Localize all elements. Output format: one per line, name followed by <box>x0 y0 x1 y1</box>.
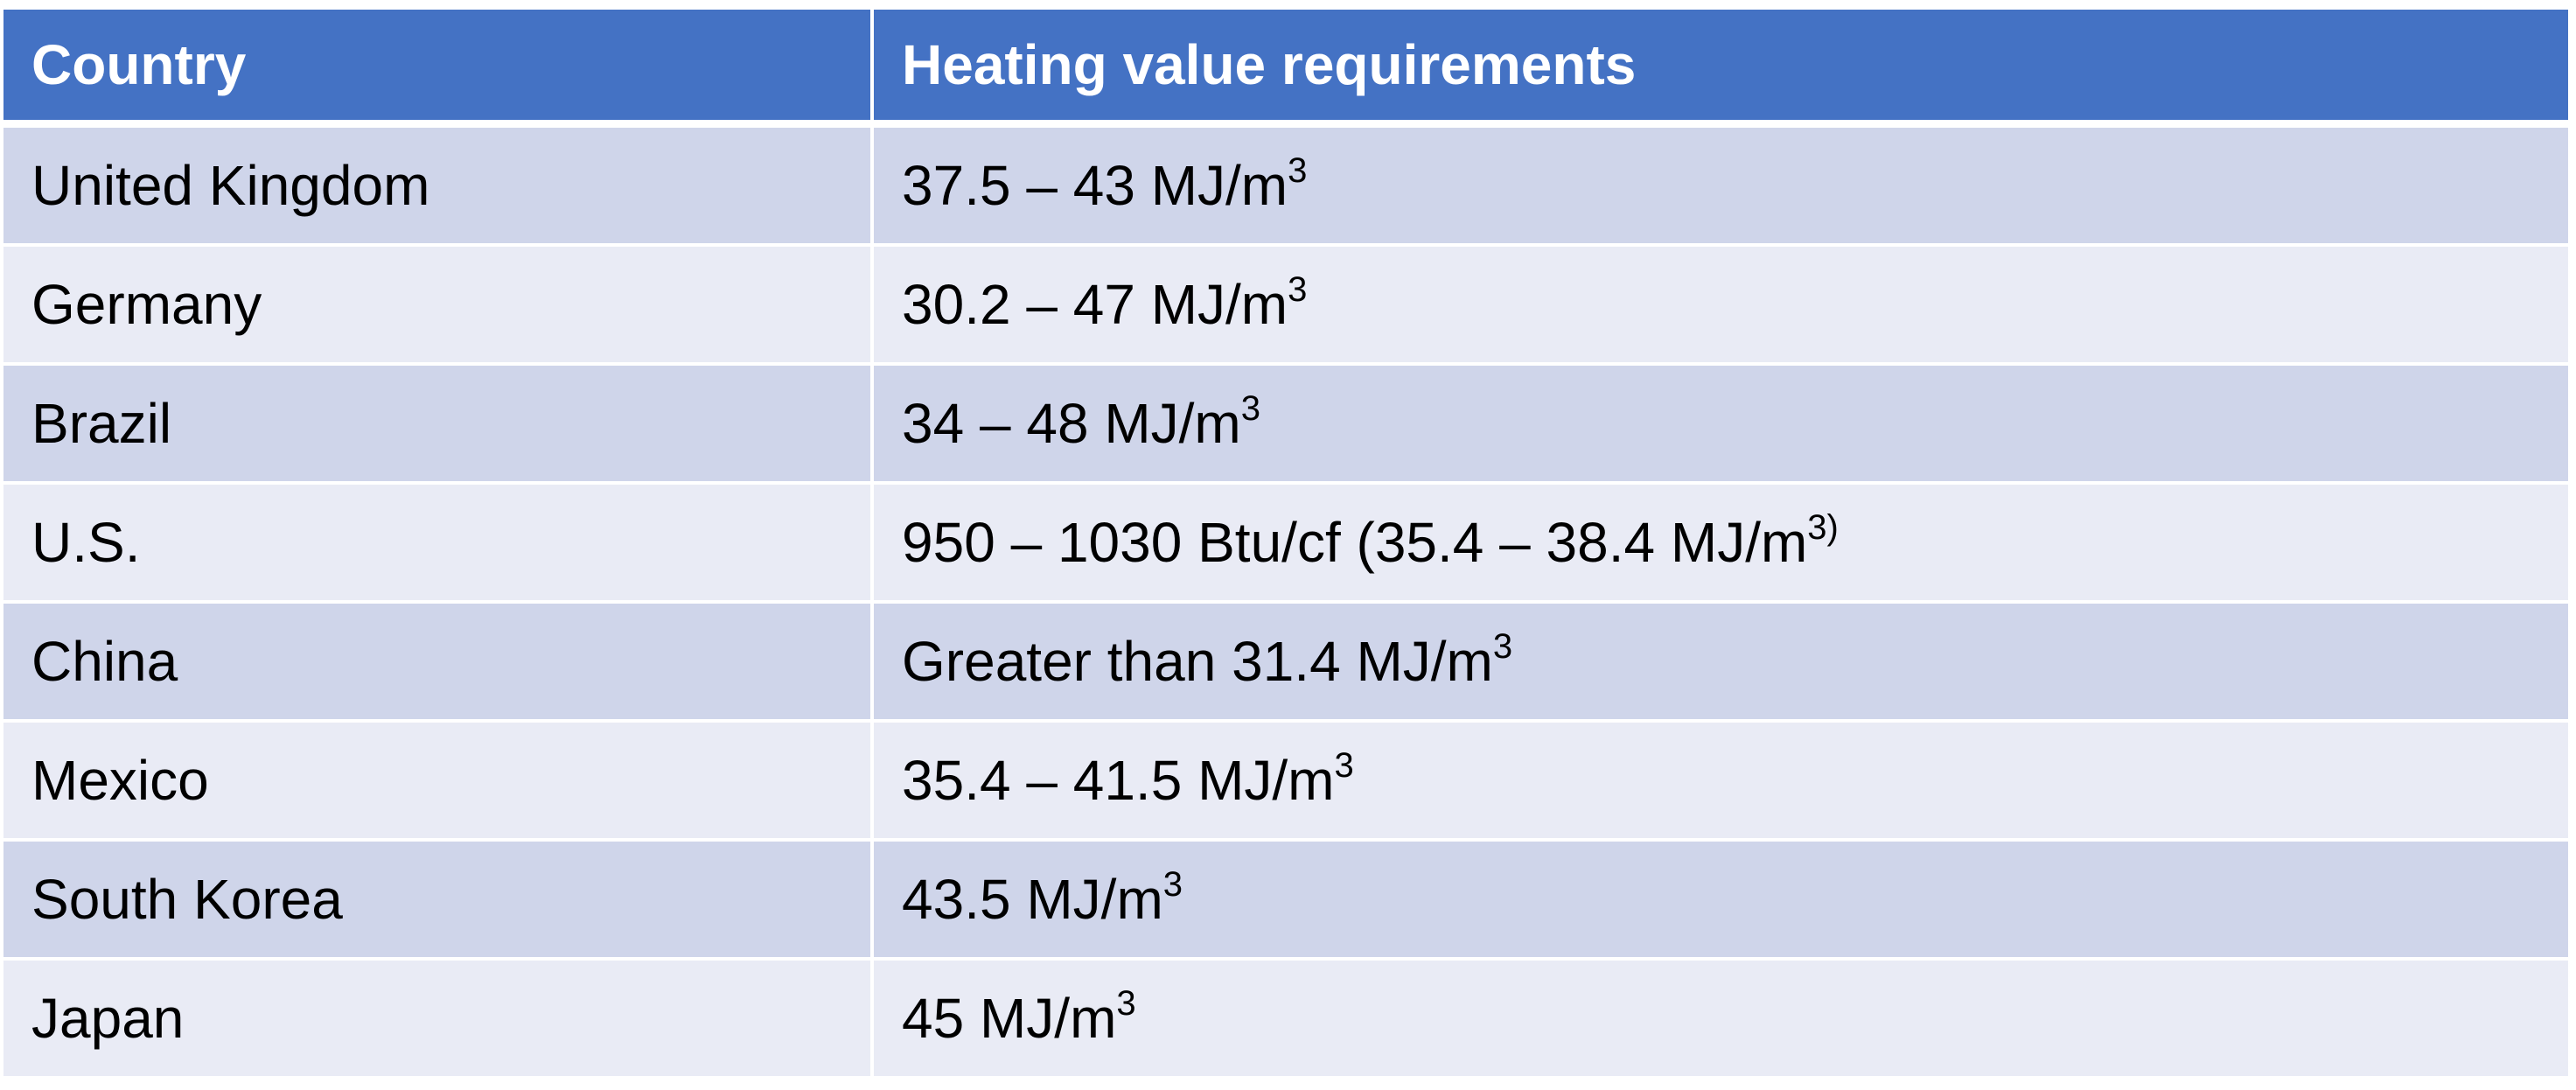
heating-value-cell: 45 MJ/m3 <box>870 959 2568 1076</box>
country-cell: Mexico <box>3 721 872 842</box>
heating-value-table-container: Country Heating value requirements Unite… <box>3 10 2568 1076</box>
table-row: United Kingdom 37.5 – 43 MJ/m3 <box>3 123 2568 247</box>
heating-value-text: Greater than 31.4 MJ/m <box>902 630 1493 693</box>
heating-value-cell: 35.4 – 41.5 MJ/m3 <box>870 721 2568 842</box>
heating-value-table: Country Heating value requirements Unite… <box>3 10 2568 1076</box>
country-cell: Germany <box>3 245 872 366</box>
table-row: Japan 45 MJ/m3 <box>3 959 2568 1076</box>
heating-value-text: 43.5 MJ/m <box>902 868 1163 931</box>
table-row: Mexico 35.4 – 41.5 MJ/m3 <box>3 721 2568 842</box>
country-cell: Brazil <box>3 364 872 485</box>
table-row: South Korea 43.5 MJ/m3 <box>3 840 2568 961</box>
country-cell: U.S. <box>3 483 872 604</box>
heating-value-cell: 34 – 48 MJ/m3 <box>870 364 2568 485</box>
table-row: U.S. 950 – 1030 Btu/cf (35.4 – 38.4 MJ/m… <box>3 483 2568 604</box>
unit-superscript: 3 <box>1162 865 1183 904</box>
column-header-heating-value: Heating value requirements <box>870 10 2568 128</box>
unit-superscript: 3 <box>1334 746 1354 785</box>
heating-value-text: 45 MJ/m <box>902 987 1117 1050</box>
heating-value-text: 34 – 48 MJ/m <box>902 392 1241 455</box>
heating-value-text: 950 – 1030 Btu/cf (35.4 – 38.4 MJ/m <box>902 511 1808 574</box>
country-cell: China <box>3 602 872 723</box>
unit-superscript: 3 <box>1288 151 1308 190</box>
heating-value-cell: Greater than 31.4 MJ/m3 <box>870 602 2568 723</box>
table-row: China Greater than 31.4 MJ/m3 <box>3 602 2568 723</box>
table-row: Brazil 34 – 48 MJ/m3 <box>3 364 2568 485</box>
heating-value-cell: 43.5 MJ/m3 <box>870 840 2568 961</box>
heating-value-text: 37.5 – 43 MJ/m <box>902 154 1288 217</box>
country-cell: Japan <box>3 959 872 1076</box>
table-header-row: Country Heating value requirements <box>3 10 2568 128</box>
column-header-country: Country <box>3 10 872 128</box>
country-cell: United Kingdom <box>3 123 872 247</box>
unit-superscript: 3) <box>1807 508 1839 547</box>
unit-superscript: 3 <box>1288 270 1308 309</box>
country-cell: South Korea <box>3 840 872 961</box>
heating-value-text: 35.4 – 41.5 MJ/m <box>902 749 1335 812</box>
unit-superscript: 3 <box>1492 627 1513 666</box>
heating-value-cell: 950 – 1030 Btu/cf (35.4 – 38.4 MJ/m3) <box>870 483 2568 604</box>
unit-superscript: 3 <box>1240 389 1260 428</box>
table-row: Germany 30.2 – 47 MJ/m3 <box>3 245 2568 366</box>
unit-superscript: 3 <box>1116 984 1136 1023</box>
heating-value-cell: 37.5 – 43 MJ/m3 <box>870 123 2568 247</box>
heating-value-cell: 30.2 – 47 MJ/m3 <box>870 245 2568 366</box>
heating-value-text: 30.2 – 47 MJ/m <box>902 273 1288 336</box>
